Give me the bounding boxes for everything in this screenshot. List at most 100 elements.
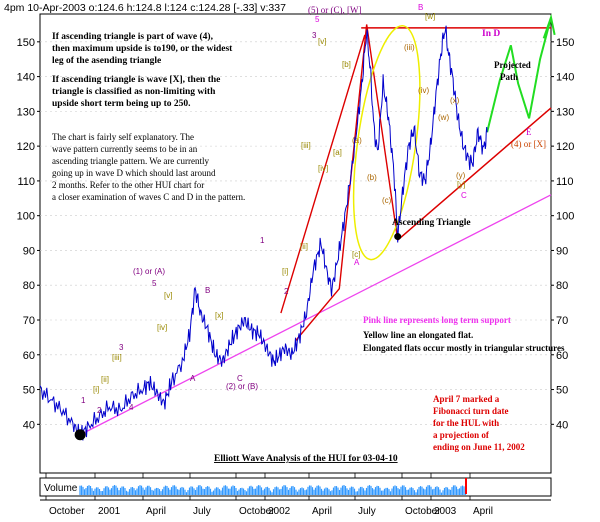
note-explanation-line2: wave pattern currently seems to be in an xyxy=(52,144,198,154)
note-wave-4-line3: leg of the asending triangle xyxy=(52,56,161,66)
wave-label: (iv) xyxy=(418,86,429,95)
x-tick-label: July xyxy=(193,506,211,517)
in-d-label: In D xyxy=(482,29,500,39)
april-note-line1: April 7 marked a xyxy=(433,394,500,404)
x-tick-label: 2003 xyxy=(434,506,457,517)
ascending-triangle-label: Ascending Triangle xyxy=(392,218,471,228)
wave-label: [y] xyxy=(457,180,465,189)
chart-title: Elliott Wave Analysis of the HUI for 03-… xyxy=(214,454,398,464)
wave-label: (2) or (B) xyxy=(226,382,258,391)
note-explanation-line6: a closer examination of waves C and D in… xyxy=(52,192,245,202)
projected-arrow-head xyxy=(542,13,556,39)
wave-label: (y) xyxy=(456,171,466,180)
wave-label: (iii) xyxy=(404,43,415,52)
y-tick-label-right: 100 xyxy=(556,211,574,223)
note-wave-4: If ascending triangle is part of wave (4… xyxy=(52,31,235,66)
x-tick-label: April xyxy=(473,506,493,517)
note-explanation-line1: The chart is fairly self explanatory. Th… xyxy=(52,132,194,142)
wave-label: 2 xyxy=(97,406,102,415)
wave-label: B xyxy=(418,3,423,12)
volume-label: Volume xyxy=(44,483,78,494)
red-channel-inner-line xyxy=(280,34,366,314)
wave-label: C xyxy=(237,374,243,383)
wave-label: (1) or (A) xyxy=(133,267,165,276)
yellow-line-note-line1: Yellow line an elongated flat. xyxy=(363,330,473,340)
x-tick-label: April xyxy=(312,506,332,517)
wave-label: [iv] xyxy=(157,323,167,332)
y-tick-label-right: 80 xyxy=(556,280,568,292)
wave-label: B xyxy=(205,286,210,295)
projected-path-line2: Path xyxy=(500,72,518,82)
y-tick-label-right: 140 xyxy=(556,72,574,84)
x-tick-label: October xyxy=(239,506,275,517)
x-tick-label: April xyxy=(146,506,166,517)
x-tick-label: 2002 xyxy=(268,506,291,517)
y-tick-label-right: 40 xyxy=(556,419,568,431)
pink-line-note: Pink line represents long term support xyxy=(363,315,511,325)
note-wave-4-line2: then maximum upside is to190, or the wid… xyxy=(52,44,233,54)
x-tick-label: October xyxy=(49,506,85,517)
y-tick-label-left: 60 xyxy=(23,350,35,362)
april-note-line4: a projection of xyxy=(433,430,490,440)
y-tick-label-left: 50 xyxy=(23,385,35,397)
yellow-line-note: Yellow line an elongated flat. Elongated… xyxy=(363,330,565,353)
wave-label: [b] xyxy=(342,60,351,69)
y-tick-label-right: 110 xyxy=(556,176,574,188)
wave-4-x-label: (4) or [X] xyxy=(511,139,546,149)
wave-label: (b) xyxy=(367,173,377,182)
note-explanation-line5: 2 months. Refer to the other HUI chart f… xyxy=(52,180,204,190)
wave-label: [w] xyxy=(425,12,435,21)
wave-label: [v] xyxy=(318,37,326,46)
wave-label: [i] xyxy=(282,267,288,276)
red-channel-line xyxy=(294,24,399,342)
y-tick-label-right: 60 xyxy=(556,350,568,362)
wave-label: [iii] xyxy=(112,353,122,362)
x-tick-label: October xyxy=(405,506,441,517)
wave-label: 3 xyxy=(312,31,317,40)
y-tick-label-right: 120 xyxy=(556,141,574,153)
wave-label: [i] xyxy=(93,385,99,394)
chart-header: 4pm 10-Apr-2003 o:124.6 h:124.8 l:124 c:… xyxy=(4,2,286,14)
wave-a-low-marker xyxy=(394,233,402,241)
note-explanation-line3: ascending triangle pattern. We are curre… xyxy=(52,156,210,166)
x-tick-label: 2001 xyxy=(98,506,121,517)
y-tick-label-left: 90 xyxy=(23,245,35,257)
wave-label: 2 xyxy=(284,287,289,296)
note-wave-x: If ascending triangle is wave [X], then … xyxy=(52,75,223,109)
april-note-line3: for the HUL with xyxy=(433,418,499,428)
wave-label: (a) xyxy=(352,136,362,145)
y-tick-label-left: 150 xyxy=(17,37,35,49)
projected-path-label: Projected Path xyxy=(494,60,533,82)
wave-label: A xyxy=(354,258,360,267)
april-note-line5: ending on June 11, 2002 xyxy=(433,442,525,452)
wave-label: [c] xyxy=(352,250,360,259)
note-explanation-line4: going up in wave D which should last aro… xyxy=(52,168,216,178)
y-tick-label-right: 150 xyxy=(556,37,574,49)
wave-label: A xyxy=(190,374,196,383)
y-tick-label-left: 140 xyxy=(17,72,35,84)
y-tick-label-left: 80 xyxy=(23,280,35,292)
april-note-line2: Fibonacci turn date xyxy=(433,406,509,416)
wave-label: 5 xyxy=(152,279,157,288)
wave-label: [v] xyxy=(164,291,172,300)
y-tick-label-left: 70 xyxy=(23,315,35,327)
y-tick-label-left: 40 xyxy=(23,419,35,431)
wave-label: 4 xyxy=(129,403,134,412)
wave-label: C xyxy=(461,191,467,200)
yellow-line-note-line2: Elongated flats occur mostly in triangul… xyxy=(363,343,565,353)
wave-label: [a] xyxy=(333,148,342,157)
wave-e-label: E xyxy=(526,127,532,137)
price-line xyxy=(39,25,488,441)
wave-label: (w) xyxy=(438,113,449,122)
low-point-marker xyxy=(74,429,86,441)
wave-5-label: (5) or (C), [W] xyxy=(308,5,361,15)
wave-label: 5 xyxy=(315,15,320,24)
wave-label: 3 xyxy=(119,343,124,352)
note-wave-4-line1: If ascending triangle is part of wave (4… xyxy=(52,31,214,42)
note-explanation: The chart is fairly self explanatory. Th… xyxy=(52,132,245,202)
triangle-lower-line xyxy=(397,107,552,241)
note-wave-x-line3: upside short term being up to 250. xyxy=(52,99,191,109)
wave-label: (x) xyxy=(450,96,460,105)
y-tick-label-left: 130 xyxy=(17,106,35,118)
